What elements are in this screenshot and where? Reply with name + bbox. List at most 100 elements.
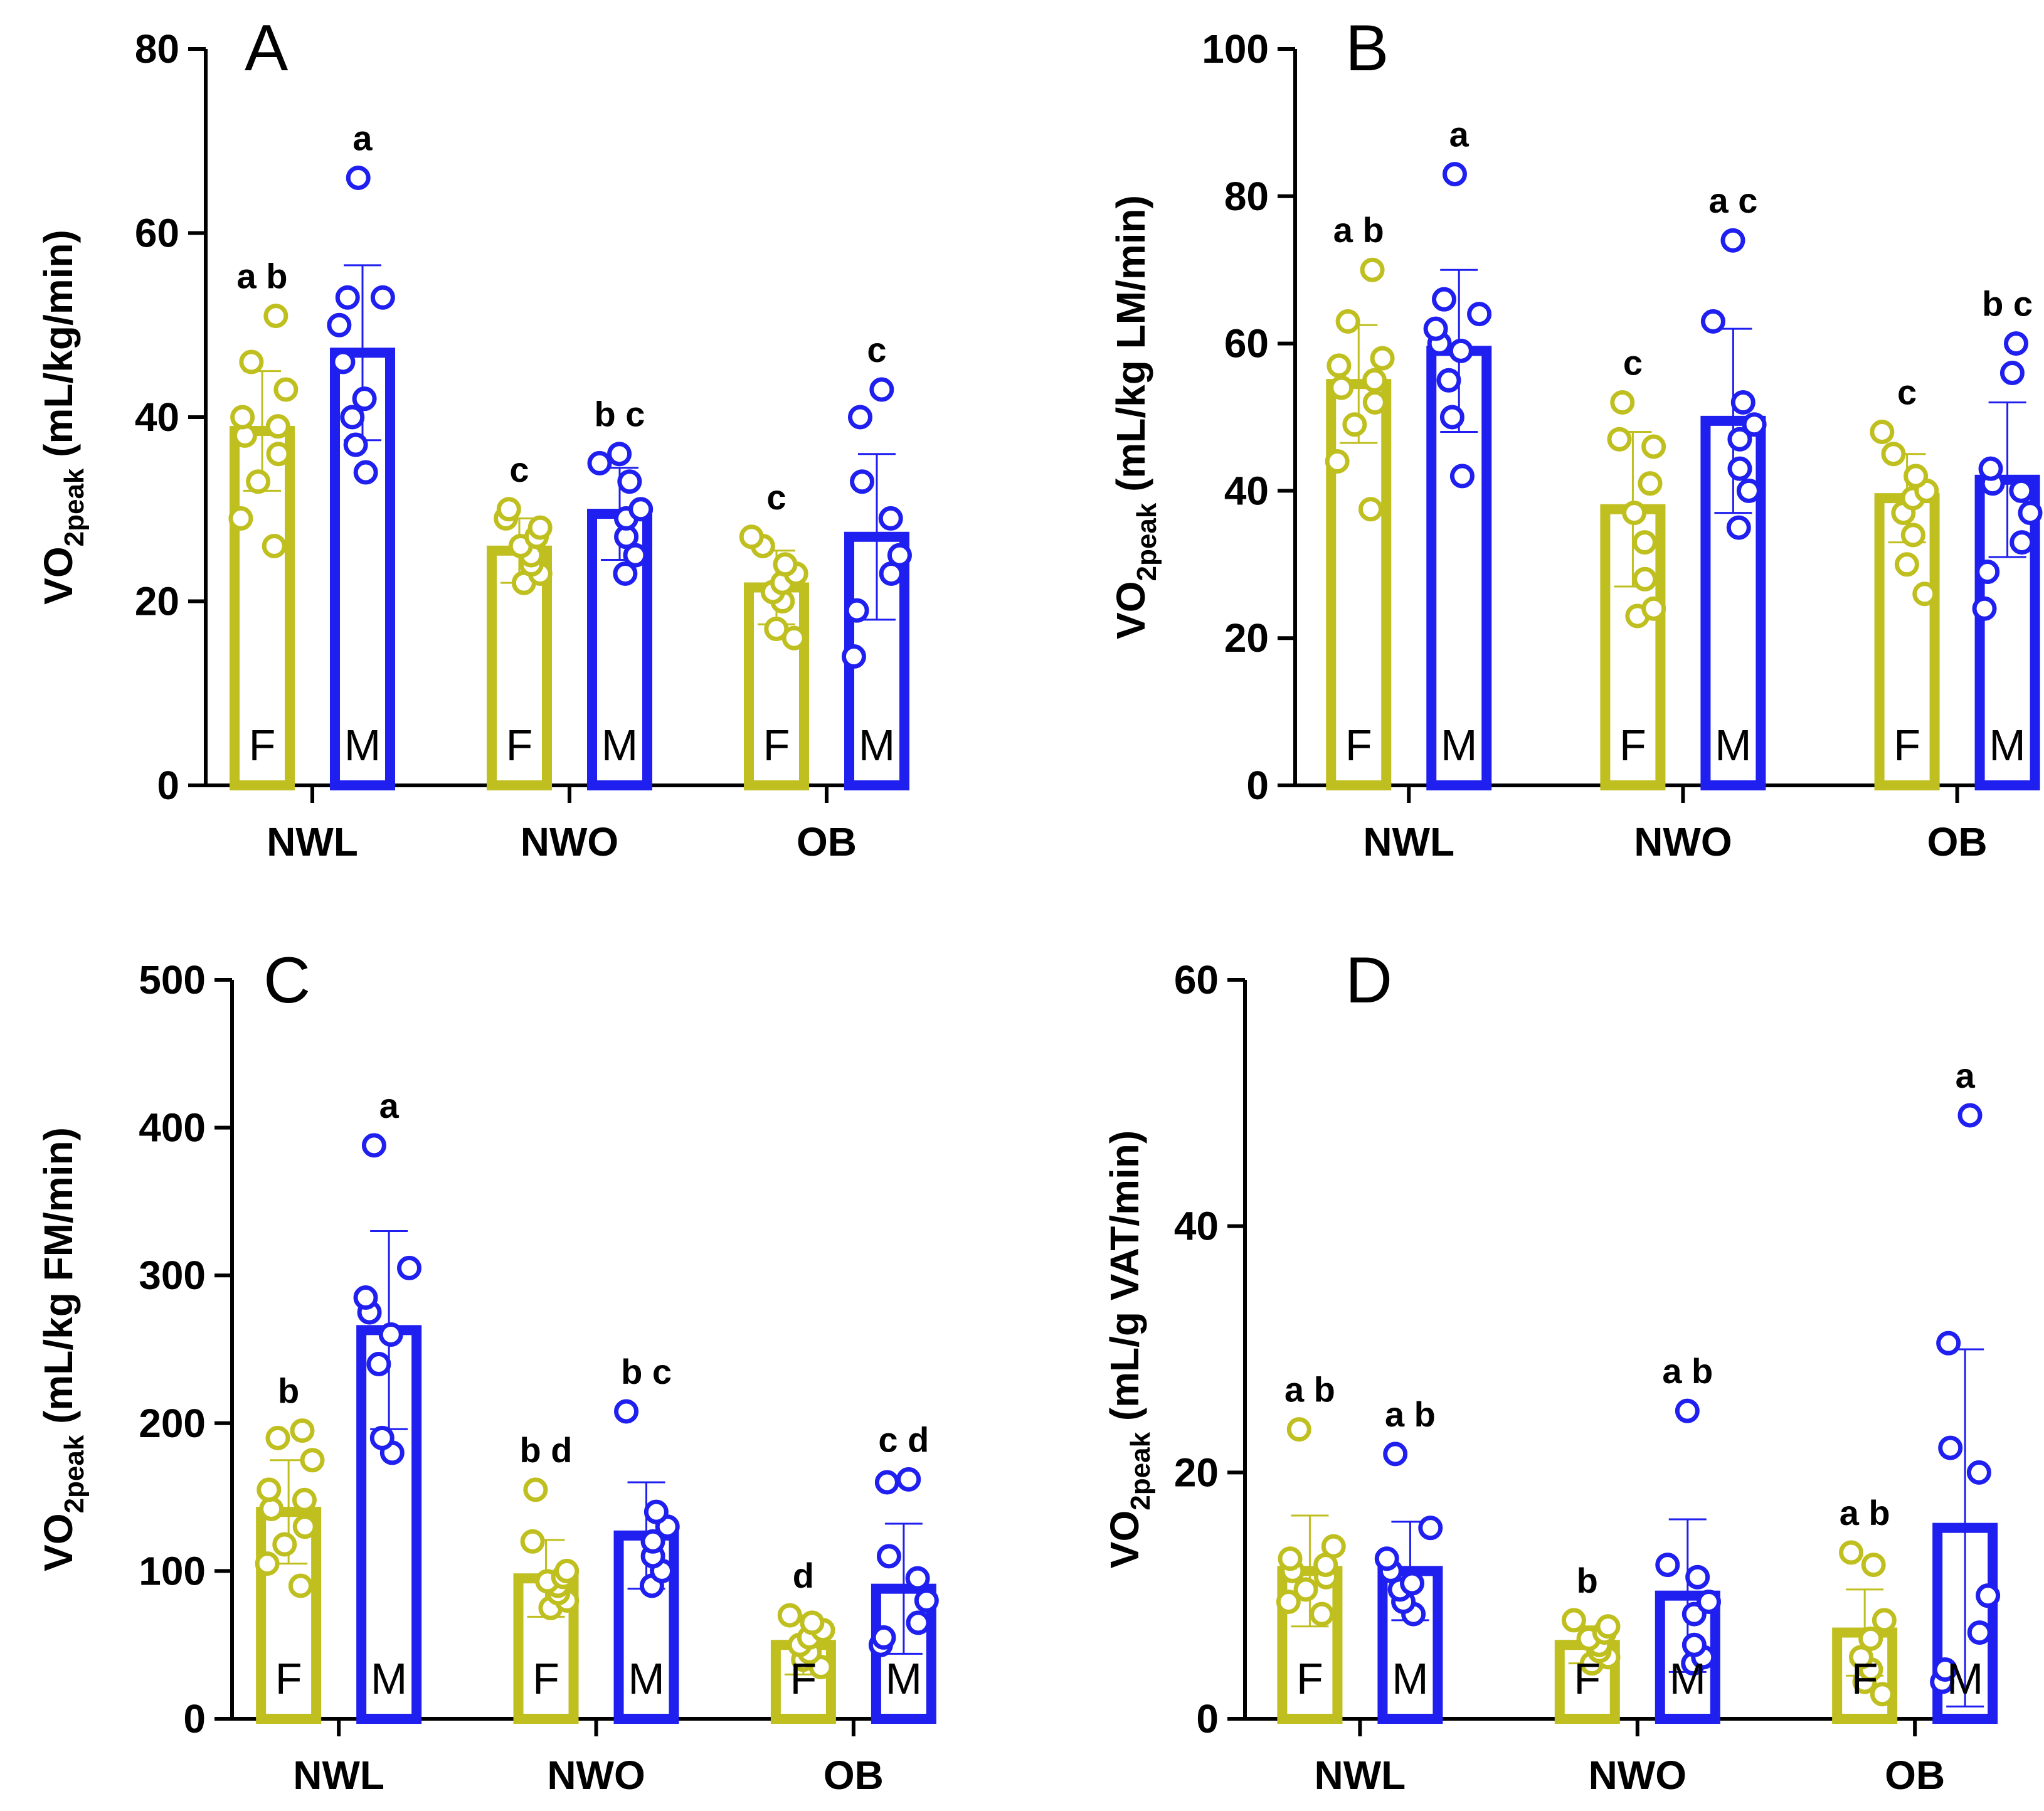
sex-label-m: M <box>344 721 381 770</box>
data-point <box>1325 449 1350 474</box>
data-point <box>914 1588 939 1613</box>
data-point <box>239 349 264 374</box>
significance-letter: b c <box>621 1352 672 1391</box>
sex-label-f: F <box>1345 721 1372 770</box>
data-point <box>2003 331 2028 356</box>
data-point <box>1329 375 1354 400</box>
data-point <box>1358 497 1383 522</box>
data-point <box>1872 1608 1897 1633</box>
data-point <box>1561 1608 1586 1633</box>
data-point <box>2009 478 2034 503</box>
y-tick-label: 60 <box>135 211 179 256</box>
data-point <box>378 1322 403 1347</box>
significance-letter: d <box>793 1556 814 1595</box>
data-point <box>1442 162 1467 187</box>
significance-letter: a b <box>237 257 288 296</box>
x-tick-label: OB <box>1885 1753 1945 1798</box>
y-tick-label: 300 <box>139 1253 206 1298</box>
sex-label-f: F <box>506 721 533 770</box>
data-point <box>1848 1645 1873 1670</box>
sex-label-f: F <box>275 1654 302 1703</box>
data-point <box>255 1551 280 1576</box>
sex-label-f: F <box>1574 1654 1601 1703</box>
data-point <box>1641 596 1666 621</box>
data-point <box>850 469 875 494</box>
data-point <box>905 1566 930 1591</box>
data-point <box>1957 1103 1983 1128</box>
y-tick-label: 20 <box>1224 615 1269 661</box>
data-point <box>1418 1516 1443 1541</box>
data-point <box>1894 552 1919 577</box>
y-tick-label: 60 <box>1224 321 1269 366</box>
data-point <box>300 1448 325 1473</box>
data-point <box>613 561 638 586</box>
data-point <box>228 506 253 531</box>
panel-letter: A <box>245 12 289 85</box>
sex-label-m: M <box>1715 721 1751 770</box>
significance-letter: a c <box>1708 181 1757 220</box>
significance-letter: a <box>379 1086 400 1125</box>
data-point <box>353 460 378 485</box>
data-point <box>1967 1620 1992 1645</box>
data-point <box>1700 309 1725 334</box>
data-point <box>1861 1553 1886 1578</box>
x-tick-label: NWO <box>547 1753 645 1798</box>
data-point <box>764 617 789 642</box>
significance-letter: c <box>1897 372 1917 412</box>
data-point <box>1655 1553 1680 1578</box>
data-point <box>1685 1564 1710 1590</box>
data-point <box>896 1467 921 1492</box>
y-tick-label: 0 <box>1196 1696 1219 1741</box>
data-point <box>1742 412 1767 437</box>
data-point <box>554 1558 580 1583</box>
data-point <box>257 1477 282 1502</box>
data-point <box>640 1529 665 1554</box>
data-point <box>262 533 287 558</box>
x-tick-label: OB <box>1927 819 1988 864</box>
sex-label-f: F <box>249 721 276 770</box>
significance-letter: c <box>1623 343 1643 383</box>
data-point <box>290 1418 315 1443</box>
data-point <box>1912 582 1937 607</box>
data-point <box>1610 390 1635 415</box>
data-point <box>496 497 521 522</box>
data-point <box>1436 368 1461 393</box>
data-point <box>1870 1682 1895 1707</box>
data-point <box>346 165 371 190</box>
data-point <box>643 1499 669 1524</box>
x-tick-label: NWL <box>267 819 358 864</box>
data-point <box>1467 302 1492 327</box>
data-point <box>2010 530 2035 555</box>
significance-letter: c d <box>878 1420 929 1459</box>
data-point <box>1400 1571 1425 1596</box>
x-tick-label: NWO <box>1634 819 1732 864</box>
sex-label-m: M <box>1989 721 2025 770</box>
data-point <box>2018 501 2043 526</box>
y-tick-label: 20 <box>135 579 179 624</box>
significance-letter: a b <box>1385 1394 1436 1434</box>
y-axis-title: VO2peak (mL/kg FM/min) <box>36 1127 90 1571</box>
sex-label-m: M <box>1392 1654 1428 1703</box>
panel-a: 0 20 40 60 80 A VO2peak (mL/kg/min) NWL a b Fa M NW… <box>36 12 912 864</box>
data-point <box>1675 1398 1700 1423</box>
data-point <box>628 497 654 522</box>
sex-label-m: M <box>1947 1654 1983 1703</box>
y-tick-label: 0 <box>1246 763 1269 808</box>
panel-letter: B <box>1345 12 1389 85</box>
data-point <box>878 506 903 531</box>
data-point <box>1335 309 1360 334</box>
data-point <box>1286 1417 1311 1442</box>
data-point <box>1278 1546 1303 1571</box>
sex-label-f: F <box>790 1654 817 1703</box>
significance-letter: a <box>352 118 373 157</box>
sex-label-m: M <box>1670 1654 1706 1703</box>
data-point <box>1448 338 1473 363</box>
y-tick-label: 0 <box>183 1696 206 1741</box>
data-point <box>265 414 290 439</box>
data-point <box>1966 1460 1991 1485</box>
data-point <box>331 349 356 374</box>
data-point <box>844 598 869 623</box>
data-point <box>617 469 642 494</box>
sex-label-f: F <box>1851 1654 1878 1703</box>
data-point <box>1596 1614 1621 1639</box>
